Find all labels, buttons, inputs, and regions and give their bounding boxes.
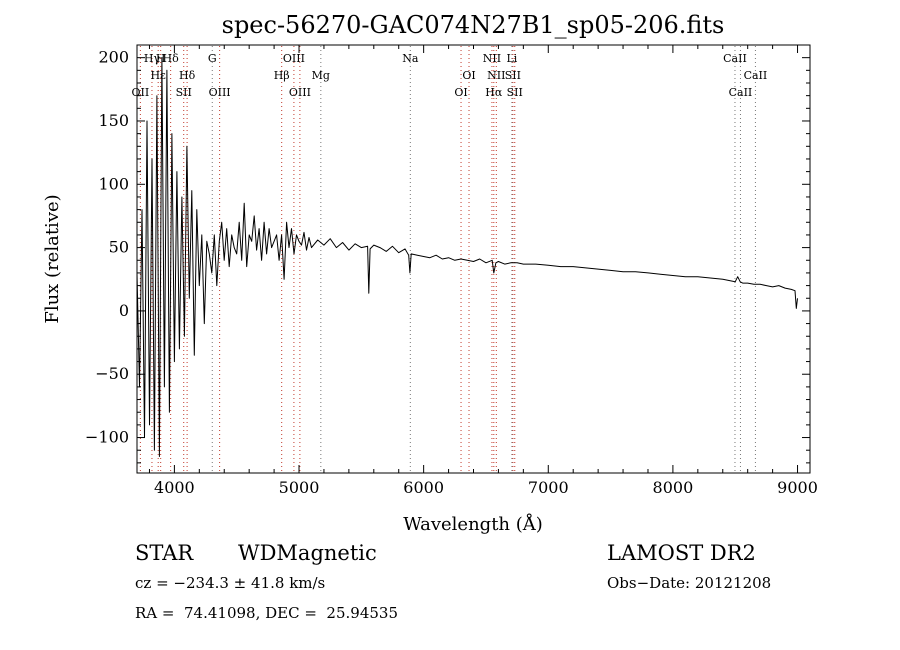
line-label: CaII (723, 52, 747, 65)
ra-dec-text: RA = 74.41098, DEC = 25.94535 (135, 604, 399, 622)
plot-frame (136, 44, 811, 474)
line-label: Li (506, 52, 517, 65)
y-tick-label: −50 (95, 364, 129, 383)
line-label: OIII (283, 52, 305, 65)
y-tick-label: −100 (85, 428, 129, 447)
y-tick-label: 100 (98, 174, 129, 193)
line-label: CaII (729, 86, 753, 99)
y-axis-label: Flux (relative) (42, 194, 63, 323)
line-label: OI (462, 69, 475, 82)
spectrum-series (136, 57, 798, 457)
x-axis-label: Wavelength (Å) (403, 513, 543, 535)
line-label: OII (132, 86, 150, 99)
line-label: Hα (485, 86, 503, 99)
line-label: SII (507, 86, 523, 99)
spectrum-line (136, 57, 798, 457)
y-tick-label: 50 (109, 238, 129, 257)
survey-label: LAMOST DR2 (607, 541, 756, 565)
line-label: Hγ (144, 52, 161, 65)
line-label: OI (454, 86, 467, 99)
x-tick-label: 5000 (279, 478, 320, 497)
y-tick-label: 150 (98, 111, 129, 130)
line-label: SII (505, 69, 521, 82)
x-tick-label: 9000 (777, 478, 818, 497)
line-label: Hε (151, 69, 167, 82)
chart-title: spec-56270-GAC074N27B1_sp05-206.fits (222, 11, 725, 39)
line-label: SII (176, 86, 192, 99)
x-tick-label: 4000 (154, 478, 195, 497)
line-label: Mg (312, 69, 330, 82)
y-tick-label: 200 (98, 48, 129, 67)
x-tick-label: 7000 (528, 478, 569, 497)
object-subclass-label: WDMagnetic (238, 541, 377, 565)
axis-ticks: 4000 5000 6000 7000 8000 9000 −100 −50 0 50 100 150… (85, 45, 818, 497)
line-label: Hδ (163, 52, 180, 65)
line-label: G (208, 52, 217, 65)
line-label: H (156, 52, 166, 65)
emission-line-labels: HγHHδOIIHεSIIHδGOIIIOIIIHβOIIIMgNaOIOINI… (132, 52, 768, 99)
obs-date-text: Obs−Date: 20121208 (607, 574, 772, 592)
x-tick-label: 6000 (403, 478, 444, 497)
line-label: OIII (289, 86, 311, 99)
x-tick-label: 8000 (653, 478, 694, 497)
line-label: NII (483, 52, 501, 65)
line-label: Hδ (179, 69, 196, 82)
redshift-text: cz = −234.3 ± 41.8 km/s (135, 574, 326, 592)
line-label: CaII (744, 69, 768, 82)
line-label: OIII (209, 86, 231, 99)
emission-line-markers (139, 46, 756, 472)
y-tick-label: 0 (119, 301, 129, 320)
line-label: Na (402, 52, 419, 65)
line-label: Hβ (274, 69, 290, 82)
object-class-label: STAR (135, 541, 194, 565)
line-label: NII (487, 69, 505, 82)
